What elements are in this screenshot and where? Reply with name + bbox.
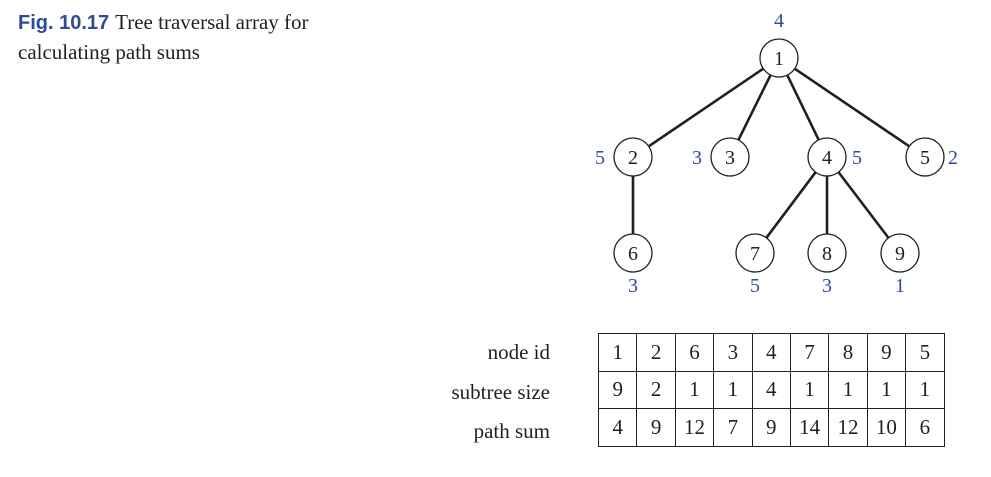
table-cell: 14 — [789, 408, 830, 447]
table-cell: 4 — [597, 408, 638, 447]
node-value-label: 4 — [774, 10, 784, 32]
traversal-array: 1 2 6 3 4 7 8 9 5 9 2 1 1 4 1 1 1 1 4 9 12 7 9 14 12 10 6 — [597, 333, 945, 447]
node-circle — [613, 233, 653, 273]
node-circle — [880, 233, 920, 273]
path-sum-row: 4 9 12 7 9 14 12 10 6 — [597, 408, 945, 447]
node-value-label: 5 — [595, 147, 605, 169]
node-circle — [759, 38, 799, 78]
caption-text: Tree traversal array for calculating pat… — [18, 10, 309, 64]
table-cell: 1 — [905, 370, 945, 409]
table-cell: 1 — [597, 333, 638, 372]
node-value-label: 3 — [628, 275, 638, 297]
node-value-label: 2 — [948, 147, 958, 169]
table-cell: 6 — [905, 408, 945, 447]
node-circle — [710, 137, 750, 177]
node-value-label: 3 — [822, 275, 832, 297]
tree-node-6: 63 — [613, 233, 653, 297]
tree-node-1: 14 — [759, 10, 799, 78]
table-cell: 1 — [866, 370, 907, 409]
node-circle — [735, 233, 775, 273]
figure-caption: Fig. 10.17 Tree traversal array for calcu… — [18, 8, 318, 67]
node-id-label: 9 — [895, 243, 905, 265]
tree-node-3: 33 — [692, 137, 750, 177]
node-circle — [807, 137, 847, 177]
table-cell: 9 — [636, 408, 676, 447]
tree-node-7: 75 — [735, 233, 775, 297]
node-value-label: 3 — [692, 147, 702, 169]
node-circle — [905, 137, 945, 177]
table-cell: 9 — [751, 408, 791, 447]
node-value-label: 5 — [852, 147, 862, 169]
table-cell: 1 — [828, 370, 868, 409]
node-id-label: 7 — [750, 243, 760, 265]
tree-edge-1-5 — [793, 67, 911, 148]
node-id-label: 6 — [628, 243, 638, 265]
node-value-label: 5 — [750, 275, 760, 297]
tree-edge-4-9 — [837, 171, 890, 239]
tree-edge-1-4 — [786, 74, 820, 141]
node-circle — [613, 137, 653, 177]
table-cell: 12 — [828, 408, 868, 447]
table-cell: 12 — [674, 408, 715, 447]
table-cell: 9 — [597, 370, 638, 409]
table-cell: 6 — [674, 333, 715, 372]
table-cell: 1 — [713, 370, 753, 409]
node-id-label: 8 — [822, 243, 832, 265]
tree-edge-1-2 — [647, 67, 765, 148]
table-cell: 10 — [866, 408, 907, 447]
table-cell: 1 — [789, 370, 830, 409]
node-id-label: 4 — [822, 147, 832, 169]
row-label-subtree-size: subtree size — [451, 380, 550, 404]
node-id-label: 2 — [628, 147, 638, 169]
row-label-path-sum: path sum — [473, 419, 550, 443]
table-cell: 7 — [789, 333, 830, 372]
table-cell: 9 — [866, 333, 907, 372]
tree-node-8: 83 — [807, 233, 847, 297]
table-cell: 3 — [713, 333, 753, 372]
table-cell: 5 — [905, 333, 945, 372]
tree-node-2: 25 — [595, 137, 653, 177]
node-circle — [807, 233, 847, 273]
table-cell: 8 — [828, 333, 868, 372]
node-id-label: 1 — [774, 48, 784, 70]
node-id-label: 5 — [920, 147, 930, 169]
table-cell: 1 — [674, 370, 715, 409]
node-id-label: 3 — [725, 147, 735, 169]
node-value-label: 1 — [895, 275, 905, 297]
table-cell: 2 — [636, 333, 676, 372]
table-cell: 7 — [713, 408, 753, 447]
tree-node-9: 91 — [880, 233, 920, 297]
tree-edge-1-3 — [737, 74, 772, 141]
tree-edge-4-7 — [765, 171, 817, 239]
row-label-node-id: node id — [487, 340, 550, 364]
table-cell: 2 — [636, 370, 676, 409]
table-cell: 4 — [751, 333, 791, 372]
table-cell: 4 — [751, 370, 791, 409]
figure-label: Fig. 10.17 — [18, 12, 110, 34]
